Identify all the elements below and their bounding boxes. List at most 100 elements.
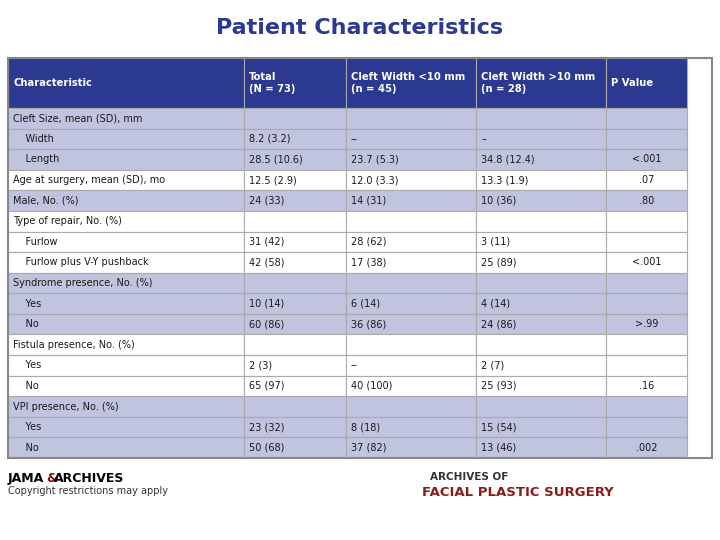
Text: .07: .07 [639, 175, 654, 185]
Bar [476, 396, 606, 417]
Bar [244, 170, 346, 191]
Bar [244, 293, 346, 314]
Bar [606, 334, 688, 355]
Text: Patient Characteristics: Patient Characteristics [217, 18, 503, 38]
Bar [346, 129, 476, 149]
Text: Fistula presence, No. (%): Fistula presence, No. (%) [13, 340, 135, 350]
Bar [346, 252, 476, 273]
Text: 36 (86): 36 (86) [351, 319, 386, 329]
Bar [244, 211, 346, 232]
Bar [8, 211, 244, 232]
Text: 65 (97): 65 (97) [249, 381, 284, 391]
Bar [346, 232, 476, 252]
Bar [244, 252, 346, 273]
Bar [244, 417, 346, 437]
Bar [8, 396, 244, 417]
Text: .80: .80 [639, 195, 654, 206]
Bar [606, 108, 688, 129]
Bar [244, 355, 346, 376]
Text: <.001: <.001 [632, 154, 662, 165]
Bar [346, 58, 476, 108]
Bar [476, 211, 606, 232]
Text: <.001: <.001 [632, 258, 662, 267]
Text: 25 (93): 25 (93) [481, 381, 517, 391]
Text: 37 (82): 37 (82) [351, 443, 387, 453]
Text: 3 (11): 3 (11) [481, 237, 510, 247]
Text: 4 (14): 4 (14) [481, 299, 510, 308]
Text: No: No [13, 381, 39, 391]
Text: Male, No. (%): Male, No. (%) [13, 195, 78, 206]
Bar [346, 273, 476, 293]
Text: 8.2 (3.2): 8.2 (3.2) [249, 134, 290, 144]
Text: 10 (36): 10 (36) [481, 195, 516, 206]
Text: 25 (89): 25 (89) [481, 258, 517, 267]
Text: 12.0 (3.3): 12.0 (3.3) [351, 175, 398, 185]
Text: 8 (18): 8 (18) [351, 422, 380, 432]
Bar [346, 376, 476, 396]
Text: 24 (86): 24 (86) [481, 319, 516, 329]
Bar [244, 376, 346, 396]
Text: 28.5 (10.6): 28.5 (10.6) [249, 154, 302, 165]
Bar [476, 437, 606, 458]
Text: .002: .002 [636, 443, 657, 453]
Bar [476, 191, 606, 211]
Bar [346, 293, 476, 314]
Bar [606, 376, 688, 396]
Text: ARCHIVES OF: ARCHIVES OF [430, 472, 508, 482]
Text: –: – [481, 134, 486, 144]
Bar [476, 170, 606, 191]
Bar [8, 355, 244, 376]
Bar [476, 417, 606, 437]
Text: Width: Width [13, 134, 54, 144]
Text: 40 (100): 40 (100) [351, 381, 392, 391]
Bar [606, 293, 688, 314]
Text: 42 (58): 42 (58) [249, 258, 284, 267]
Text: 17 (38): 17 (38) [351, 258, 387, 267]
Bar [606, 129, 688, 149]
Bar [606, 314, 688, 334]
Text: 2 (3): 2 (3) [249, 360, 272, 370]
Bar [8, 58, 712, 458]
Text: 12.5 (2.9): 12.5 (2.9) [249, 175, 297, 185]
Text: &: & [46, 472, 57, 485]
Bar [606, 211, 688, 232]
Text: Characteristic: Characteristic [13, 78, 92, 88]
Bar [8, 417, 244, 437]
Bar [244, 129, 346, 149]
Bar [346, 191, 476, 211]
Text: Cleft Width >10 mm
(n = 28): Cleft Width >10 mm (n = 28) [481, 72, 595, 94]
Bar [244, 108, 346, 129]
Text: Furlow: Furlow [13, 237, 58, 247]
Bar [8, 334, 244, 355]
Text: P Value: P Value [611, 78, 654, 88]
Bar [244, 58, 346, 108]
Bar [8, 314, 244, 334]
Bar [476, 293, 606, 314]
Bar [606, 232, 688, 252]
Text: --: -- [351, 134, 358, 144]
Text: Yes: Yes [13, 360, 41, 370]
Bar [8, 293, 244, 314]
Bar [606, 252, 688, 273]
Bar [476, 129, 606, 149]
Text: >.99: >.99 [635, 319, 659, 329]
Bar [244, 273, 346, 293]
Bar [346, 396, 476, 417]
Text: 23.7 (5.3): 23.7 (5.3) [351, 154, 399, 165]
Text: Copyright restrictions may apply: Copyright restrictions may apply [8, 486, 168, 496]
Bar [346, 417, 476, 437]
Text: 2 (7): 2 (7) [481, 360, 505, 370]
Text: Length: Length [13, 154, 59, 165]
Bar [8, 108, 244, 129]
Bar [476, 376, 606, 396]
Text: 24 (33): 24 (33) [249, 195, 284, 206]
Bar [476, 108, 606, 129]
Text: 23 (32): 23 (32) [249, 422, 284, 432]
Bar [606, 149, 688, 170]
Bar [8, 252, 244, 273]
Bar [8, 232, 244, 252]
Bar [476, 355, 606, 376]
Text: --: -- [351, 360, 358, 370]
Text: 14 (31): 14 (31) [351, 195, 386, 206]
Bar [606, 170, 688, 191]
